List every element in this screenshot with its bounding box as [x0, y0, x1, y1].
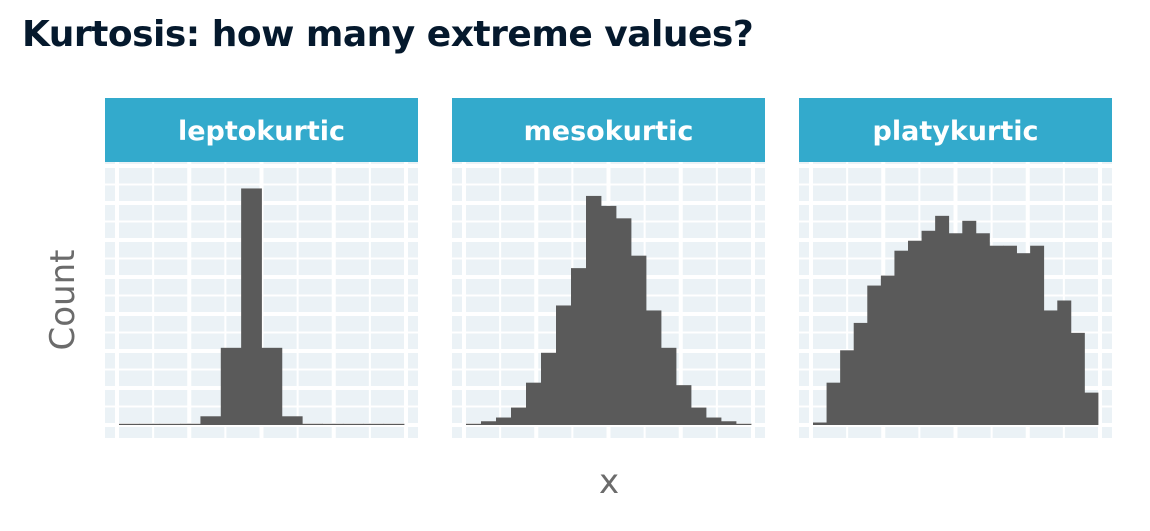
page-title: Kurtosis: how many extreme values?	[22, 14, 754, 55]
histogram-bar	[1003, 245, 1017, 425]
histogram-bar	[721, 421, 737, 425]
histogram-bar	[1016, 253, 1031, 425]
histogram-bar	[220, 347, 242, 425]
histogram-bar	[989, 245, 1004, 425]
histogram-bar	[322, 423, 344, 425]
facet-strip-label: platykurtic	[873, 116, 1039, 147]
histogram-bar	[1070, 332, 1085, 425]
histogram-bar	[894, 250, 909, 425]
histogram-bar	[948, 233, 963, 425]
histogram-bar	[241, 188, 262, 425]
histogram-bar	[867, 285, 882, 425]
facet-strip-leptokurtic	[105, 98, 418, 162]
histogram-bar	[736, 423, 752, 425]
histogram-bar	[302, 423, 323, 425]
histogram-bar	[526, 382, 542, 425]
histogram-bar	[383, 423, 405, 425]
histogram-bar	[908, 240, 922, 425]
facet-strip-label: leptokurtic	[178, 116, 345, 147]
histogram-bar	[541, 352, 557, 425]
histogram-bar	[496, 417, 512, 425]
histogram-bar	[466, 423, 482, 425]
facet-panel-platykurtic: platykurtic	[799, 98, 1112, 438]
histogram-bar	[826, 382, 841, 425]
histogram-bar	[481, 421, 497, 425]
facet-strip-platykurtic	[799, 98, 1112, 162]
histogram-bar	[139, 423, 161, 425]
histogram-bar	[200, 416, 222, 425]
histogram-bar	[661, 347, 677, 425]
histogram-bar	[281, 416, 303, 425]
histogram-bar	[962, 220, 977, 425]
histogram-bar	[342, 423, 364, 425]
histogram-bar	[159, 423, 181, 425]
histogram-bar	[601, 205, 617, 425]
histogram-bar	[975, 233, 990, 425]
histogram-bar	[646, 310, 662, 425]
histogram-bar	[363, 423, 385, 425]
y-axis-title: Count	[43, 250, 83, 351]
histogram-bar	[1057, 300, 1072, 425]
histogram-bar	[840, 350, 855, 425]
facet-strip-mesokurtic	[452, 98, 765, 162]
facet-panel-mesokurtic: mesokurtic	[452, 98, 765, 438]
histogram-bar	[853, 322, 868, 425]
histogram-bar	[556, 305, 572, 425]
histogram-bar	[631, 255, 647, 425]
histogram-bar	[586, 195, 602, 425]
histogram-bar	[1030, 245, 1045, 425]
facet-panel-leptokurtic: leptokurtic	[105, 98, 418, 438]
histogram-bar	[1084, 392, 1099, 425]
histogram-bar	[691, 407, 707, 425]
histogram-bar	[921, 230, 936, 425]
x-axis-title: x	[599, 462, 619, 502]
histogram-bar	[571, 268, 587, 425]
histogram-bar	[935, 215, 950, 425]
histogram-bar	[180, 423, 201, 425]
histogram-bar	[880, 275, 895, 425]
histogram-bar	[676, 385, 692, 425]
histogram-bar	[813, 422, 827, 425]
histogram-bar	[1043, 310, 1058, 425]
histogram-bar	[706, 417, 722, 425]
histogram-bar	[119, 423, 140, 425]
histogram-bar	[616, 218, 632, 425]
histogram-bar	[261, 347, 283, 425]
histogram-bar	[511, 407, 527, 425]
facet-strip-label: mesokurtic	[524, 116, 694, 147]
